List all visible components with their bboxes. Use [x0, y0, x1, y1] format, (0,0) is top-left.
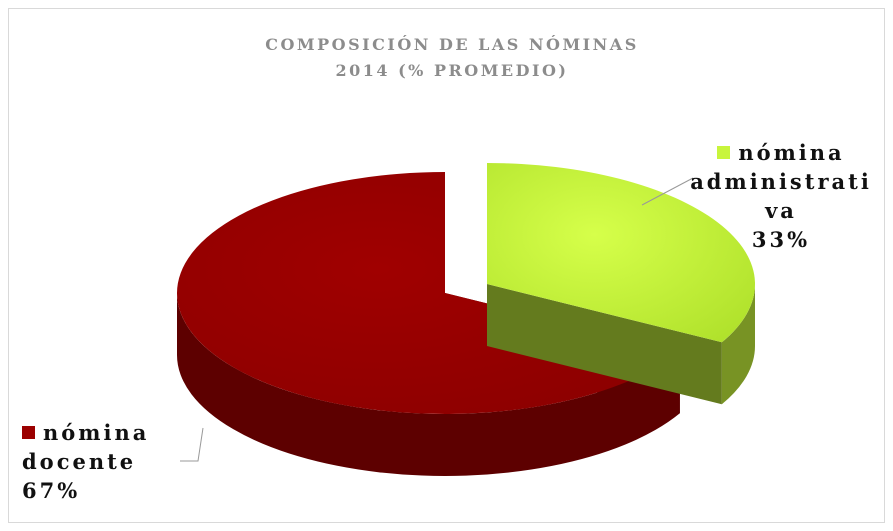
data-label-box: nómina administrativa 33%: [690, 138, 872, 254]
leader-line: [180, 427, 204, 462]
data-label: nómina docente 67%: [22, 418, 197, 505]
data-label: nómina administrativa 33%: [690, 138, 872, 254]
slice-cut-face: [487, 284, 722, 405]
chart-title: COMPOSICIÓN DE LAS NÓMINAS: [265, 34, 639, 54]
legend-swatch: [22, 426, 35, 439]
slice: [487, 163, 755, 343]
legend-swatch: [717, 146, 731, 159]
pie: [177, 163, 755, 477]
slice-side: [177, 293, 680, 477]
category-label: nómina docente: [22, 420, 150, 474]
category-label: nómina administrativa: [690, 140, 872, 223]
leader-line: [641, 177, 694, 206]
slice-side: [721, 284, 755, 405]
value-label: 67%: [22, 478, 81, 503]
chart-title: 2014 (% PROMEDIO): [336, 61, 569, 80]
value-label: 33%: [751, 227, 811, 252]
data-label-box: nómina docente 67%: [22, 418, 197, 505]
